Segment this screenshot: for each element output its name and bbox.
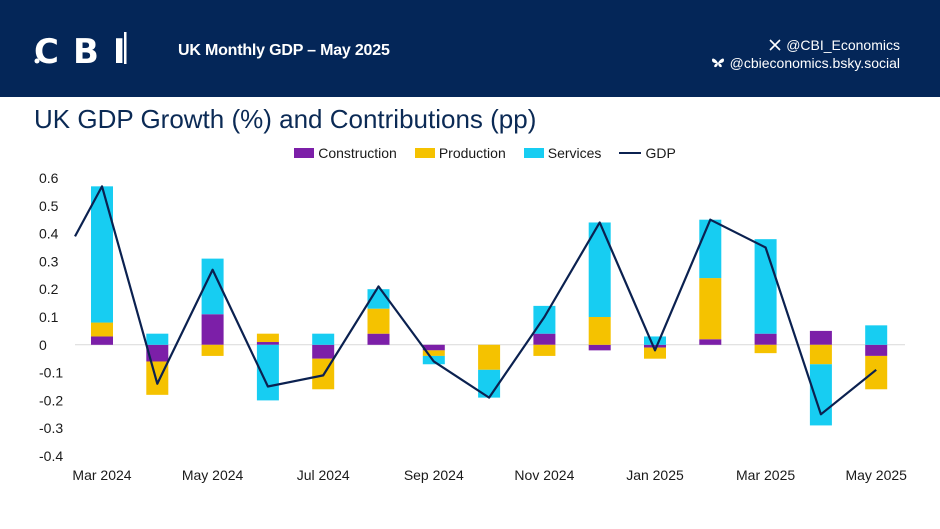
chart-title: UK GDP Growth (%) and Contributions (pp) (34, 104, 537, 134)
legend-label-production: Production (438, 145, 506, 161)
chart-legend: Construction Production Services GDP (0, 145, 940, 161)
x-tick-label: Jan 2025 (626, 467, 684, 483)
bar-production-10 (644, 347, 666, 359)
y-tick-label: 0.2 (39, 281, 59, 297)
x-tick-label: Mar 2025 (736, 467, 795, 483)
y-tick-label: 0.3 (39, 253, 59, 269)
cbi-logo[interactable]: CBI (34, 30, 130, 70)
bar-construction-4 (312, 344, 335, 359)
y-axis: -0.4 -0.3 -0.2 -0.1 0 0.1 0.2 0.3 0.4 0.5 0.6 (39, 170, 63, 464)
bar-production-13 (809, 344, 832, 365)
x-tick-label: Mar 2024 (72, 467, 131, 483)
y-tick-label: -0.1 (39, 365, 63, 381)
legend-label-construction: Construction (318, 145, 397, 161)
y-tick-label: -0.3 (39, 420, 63, 436)
bar-production-3 (256, 333, 279, 343)
bar-construction-9 (588, 344, 611, 351)
butterfly-icon (711, 58, 724, 68)
gdp-chart: -0.4 -0.3 -0.2 -0.1 0 0.1 0.2 0.3 0.4 0.5 0.6 Mar … (39, 170, 907, 483)
legend-swatch-gdp (619, 152, 642, 154)
legend-swatch-production (414, 148, 435, 158)
bar-production-9 (588, 317, 611, 345)
bar-services-4 (312, 333, 335, 345)
y-tick-label: 0.4 (39, 226, 59, 242)
bar-services-10 (644, 336, 666, 345)
gdp-line (74, 185, 877, 416)
y-tick-label: -0.2 (39, 392, 63, 408)
x-tick-label: Nov 2024 (514, 467, 574, 483)
x-tick-label: Sep 2024 (404, 467, 464, 483)
x-icon (769, 39, 781, 51)
legend-construction: Construction (294, 145, 397, 161)
x-tick-label: Jul 2024 (297, 467, 350, 483)
bar-construction-14 (865, 344, 888, 356)
y-tick-label: -0.4 (39, 448, 63, 464)
bluesky-handle: @cbieconomics.bsky.social (729, 55, 900, 71)
y-tick-label: 0.5 (39, 198, 59, 214)
legend-production: Production (414, 145, 506, 161)
bar-services-14 (865, 325, 888, 345)
bar-production-1 (146, 361, 169, 395)
bar-services-13 (809, 364, 832, 426)
y-tick-label: 0.6 (39, 170, 59, 186)
legend-services: Services (523, 145, 602, 161)
bar-production-11 (699, 278, 722, 340)
logo-dot (34, 58, 40, 64)
legend-label-gdp: GDP (645, 145, 676, 161)
bar-construction-5 (367, 333, 390, 345)
bar-production-2 (201, 344, 224, 356)
social-handles: @CBI_Economics @cbieconomics.bsky.social (711, 36, 900, 72)
bar-construction-11 (699, 339, 722, 345)
bar-production-14 (865, 355, 888, 390)
bar-construction-2 (201, 314, 224, 345)
bar-construction-1 (146, 344, 169, 362)
bar-production-8 (533, 344, 556, 356)
bar-construction-8 (533, 333, 556, 345)
bar-construction-3 (256, 342, 279, 345)
bar-production-7 (478, 344, 501, 370)
bar-production-5 (367, 308, 390, 334)
legend-label-services: Services (547, 145, 602, 161)
bar-production-6 (422, 350, 445, 356)
bar-construction-6 (422, 344, 445, 351)
legend-gdp: GDP (619, 145, 676, 161)
y-tick-label: 0 (39, 337, 47, 353)
bar-services-11 (699, 219, 722, 279)
social-bluesky[interactable]: @cbieconomics.bsky.social (711, 54, 900, 72)
bar-production-0 (91, 322, 113, 337)
bar-construction-12 (754, 333, 777, 345)
legend-swatch-construction (294, 148, 315, 158)
bar-construction-13 (809, 330, 832, 345)
x-axis: Mar 2024 May 2024 Jul 2024 Sep 2024 Nov 2024… (72, 467, 907, 483)
bar-series (91, 186, 888, 426)
cbi-logo-graphic: CBI (34, 32, 130, 70)
y-tick-label: 0.1 (39, 309, 59, 325)
header-banner: CBI UK Monthly GDP – May 2025 @CBI_Econo… (0, 0, 940, 97)
bar-construction-0 (91, 336, 113, 345)
bar-services-2 (201, 258, 224, 315)
cbi-logo-text: CBI (34, 32, 130, 70)
header-title: UK Monthly GDP – May 2025 (178, 42, 390, 59)
x-tick-label: May 2025 (845, 467, 907, 483)
logo-bar (124, 32, 127, 64)
bar-services-1 (146, 333, 169, 345)
legend-swatch-services (523, 148, 544, 158)
x-handle: @CBI_Economics (786, 37, 900, 53)
bar-services-9 (588, 222, 611, 317)
bar-services-12 (754, 239, 777, 334)
bar-production-12 (754, 344, 777, 354)
social-x[interactable]: @CBI_Economics (711, 36, 900, 54)
bar-services-0 (91, 186, 113, 323)
x-tick-label: May 2024 (182, 467, 244, 483)
bar-construction-10 (644, 344, 666, 348)
